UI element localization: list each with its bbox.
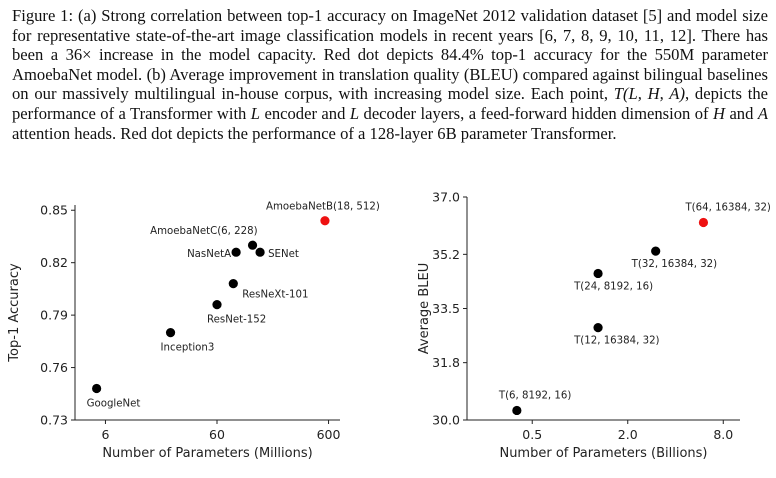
data-point <box>165 328 176 338</box>
data-point <box>247 240 258 250</box>
y-tick-label: 0.82 <box>40 255 68 270</box>
caption-text: decoder layers, a feed-forward hidden di… <box>359 103 714 123</box>
bleu-scatter-chart: 30.0 31.8 33.5 35.2 37.0 0.5 2.0 8.0 Number of P… <box>417 190 771 462</box>
point-label: T(6, 8192, 16) <box>498 390 572 401</box>
point-label: T(12, 16384, 32) <box>573 336 659 347</box>
x-axis-label: Number of Parameters (Millions) <box>102 446 312 461</box>
x-tick-label: 600 <box>317 427 341 442</box>
x-tick-label: 8.0 <box>713 427 733 442</box>
point-label: T(32, 16384, 32) <box>631 259 717 270</box>
y-axis-label: Average BLEU <box>417 263 432 354</box>
caption-text: (a) Strong correlation between top-1 acc… <box>12 6 768 104</box>
x-axis-label: Number of Parameters (Billions) <box>499 446 707 461</box>
figure-caption: Figure 1: (a) Strong correlation between… <box>12 6 768 143</box>
caption-math: A <box>757 103 768 123</box>
data-point <box>92 383 102 394</box>
point-label: Inception3 <box>161 343 215 354</box>
data-point <box>231 247 241 257</box>
x-tick-label: 60 <box>209 427 225 442</box>
point-label: SENet <box>268 249 299 260</box>
data-point <box>512 405 522 416</box>
y-tick-label: 31.8 <box>432 355 460 370</box>
data-point <box>593 323 603 333</box>
x-tick-label: 0.5 <box>522 427 542 442</box>
caption-label: Figure 1: <box>12 6 74 25</box>
y-tick-label: 30.0 <box>432 413 460 428</box>
caption-math: T(L, H, A) <box>613 84 685 104</box>
data-point <box>698 217 709 228</box>
point-label: AmoebaNetC(6, 228) <box>150 226 257 237</box>
point-label: T(64, 16384, 32) <box>684 202 770 213</box>
caption-text: attention heads. Red dot depicts the per… <box>12 123 617 143</box>
y-tick-label: 0.73 <box>40 413 68 428</box>
caption-math: L <box>349 103 360 123</box>
point-label: ResNeXt-101 <box>242 290 308 301</box>
x-tick-label: 2.0 <box>618 427 638 442</box>
y-tick-label: 0.85 <box>40 203 68 218</box>
data-point <box>255 247 265 257</box>
data-point <box>212 300 222 310</box>
y-axis-label: Top-1 Accuracy <box>7 263 22 363</box>
y-tick-label: 33.5 <box>432 301 460 316</box>
y-tick-label: 35.2 <box>432 247 460 262</box>
caption-text: and <box>725 103 758 123</box>
accuracy-scatter-chart: 0.73 0.76 0.79 0.82 0.85 6 60 600 Number of Para… <box>7 202 380 461</box>
point-label: AmoebaNetB(18, 512) <box>266 202 380 213</box>
point-label: NasNetA <box>187 249 231 260</box>
point-label: T(24, 8192, 16) <box>573 281 653 292</box>
data-point <box>320 216 330 226</box>
caption-math: H <box>713 103 725 123</box>
point-label: GoogleNet <box>87 399 141 410</box>
data-point <box>651 246 661 256</box>
data-point <box>593 268 603 279</box>
data-point <box>228 279 238 289</box>
y-tick-label: 37.0 <box>432 190 460 205</box>
y-tick-label: 0.76 <box>40 360 68 375</box>
x-tick-label: 6 <box>101 427 109 442</box>
caption-text: , depicts the performance of a Transform… <box>12 84 768 123</box>
point-label: ResNet-152 <box>207 315 266 326</box>
y-tick-label: 0.79 <box>40 308 68 323</box>
caption-math: L <box>250 103 261 123</box>
caption-text: encoder and <box>260 103 350 123</box>
